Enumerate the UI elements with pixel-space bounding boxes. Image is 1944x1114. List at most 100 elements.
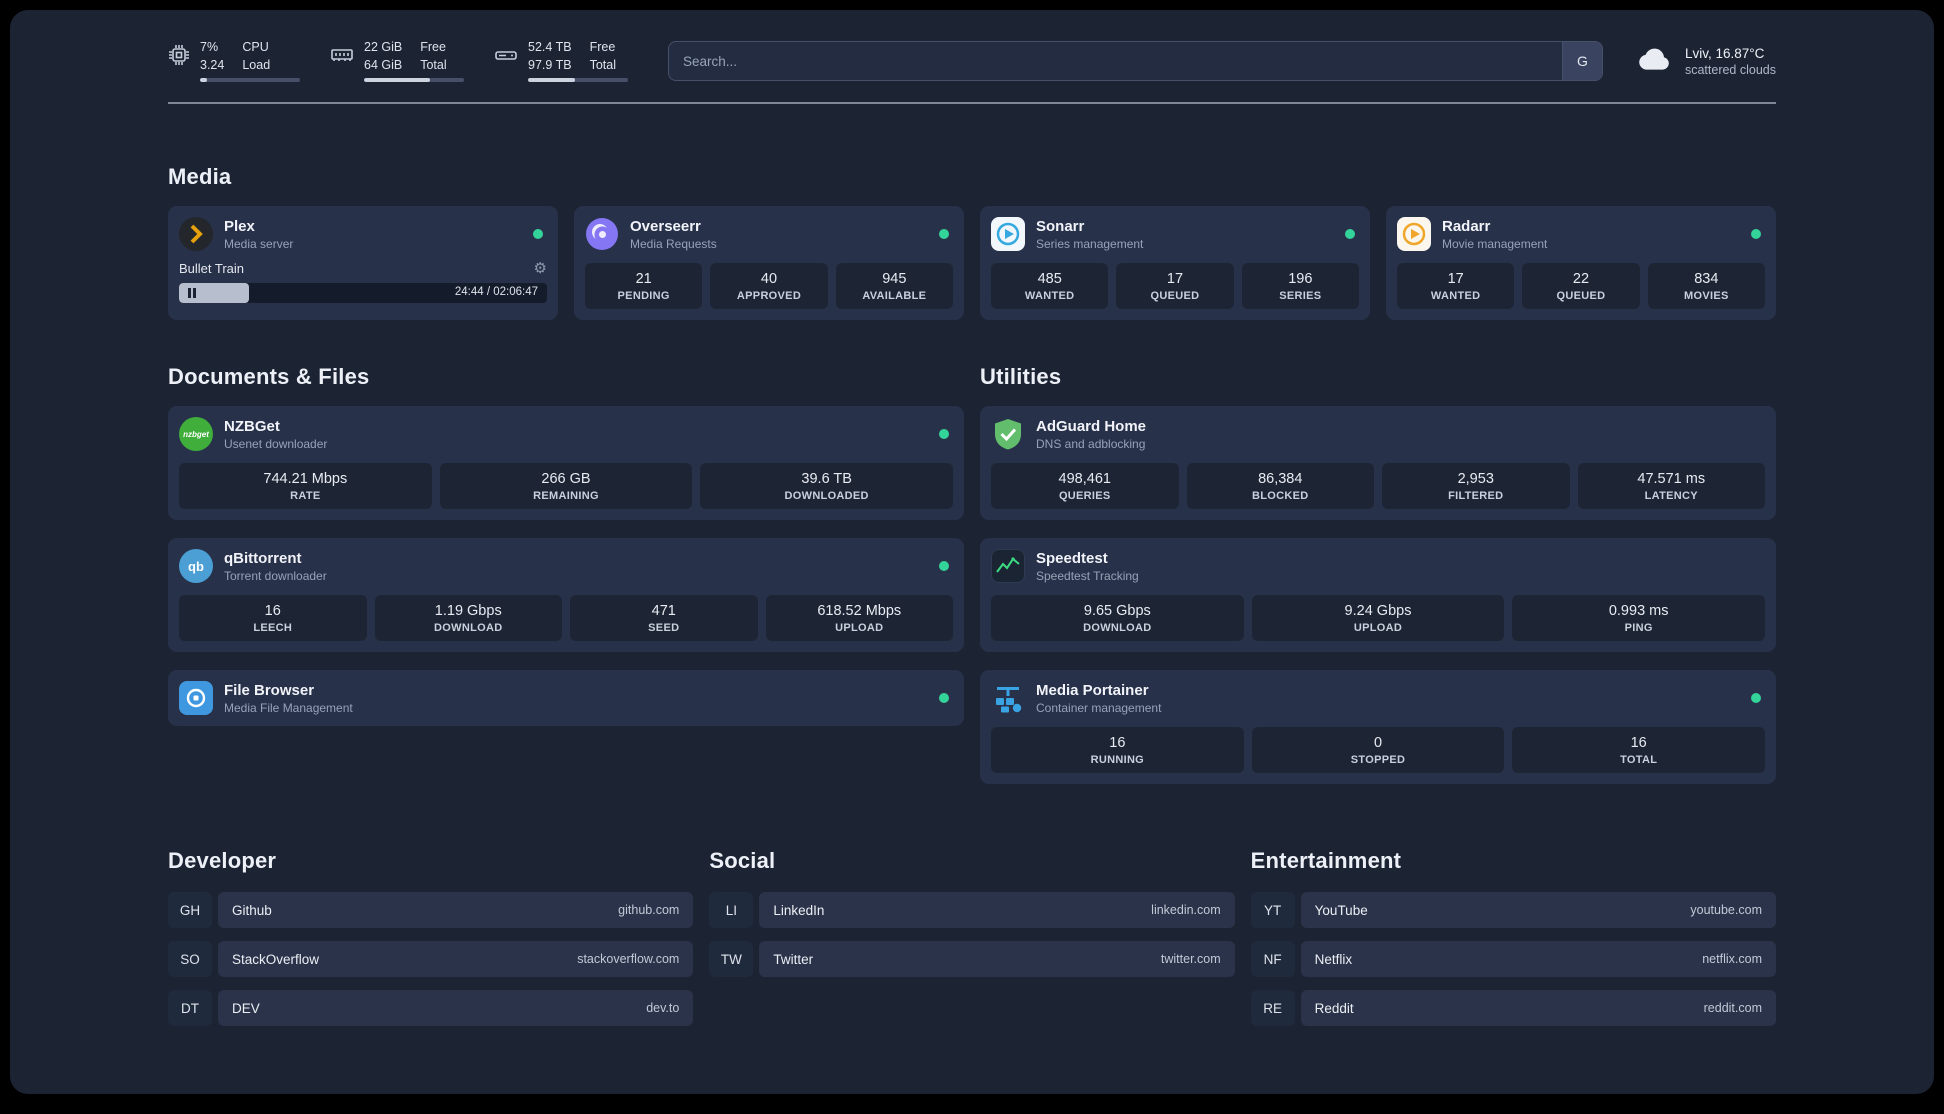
cpu-icon xyxy=(168,44,190,71)
cpu-progress-fill xyxy=(200,78,207,83)
stat-blocked: 86,384 BLOCKED xyxy=(1186,463,1374,510)
qbittorrent-icon: qb xyxy=(179,549,213,584)
status-dot xyxy=(533,229,543,240)
bookmark-abbr: LI xyxy=(709,892,754,929)
service-card-radarr[interactable]: Radarr Movie management 17 WANTED 22 QUE… xyxy=(1386,206,1776,321)
status-dot xyxy=(1345,229,1355,240)
playback-progress-fill xyxy=(179,283,249,304)
status-dot xyxy=(939,229,949,240)
filebrowser-icon xyxy=(179,681,213,716)
service-name: Sonarr xyxy=(1036,217,1085,235)
stat-pending: 21 PENDING xyxy=(585,263,703,310)
disk-widget: 52.4 TB 97.9 TB Free Total xyxy=(494,40,628,83)
bookmark-domain: dev.to xyxy=(646,1001,680,1016)
search-input[interactable] xyxy=(669,42,1562,81)
status-dot xyxy=(939,561,949,572)
ram-progress-fill xyxy=(364,78,430,83)
bookmark-name: Github xyxy=(232,902,272,918)
cpu-label: CPU xyxy=(242,40,269,54)
bookmark-abbr: SO xyxy=(168,941,212,978)
topbar-divider xyxy=(168,102,1776,105)
stat-ping: 0.993 ms PING xyxy=(1512,595,1766,642)
bookmark-linkedin[interactable]: LI LinkedIn linkedin.com xyxy=(709,892,1235,929)
search-provider-button[interactable]: G xyxy=(1561,42,1602,81)
service-card-adguard[interactable]: AdGuard Home DNS and adblocking 498,461 … xyxy=(980,406,1776,521)
service-card-portainer[interactable]: Media Portainer Container management 16 … xyxy=(980,670,1776,785)
bookmark-abbr: RE xyxy=(1250,990,1295,1027)
bookmark-group-entertainment: Entertainment YT YouTube youtube.com NF … xyxy=(1250,848,1776,1027)
service-card-speedtest[interactable]: Speedtest Speedtest Tracking 9.65 Gbps D… xyxy=(980,538,1776,653)
cloud-icon xyxy=(1635,45,1673,78)
service-subtitle: Container management xyxy=(1036,700,1162,715)
section-media: Media Plex Media server Bullet Train xyxy=(168,164,1776,321)
service-card-nzbget[interactable]: nzbget NZBGet Usenet downloader 744.21 M… xyxy=(168,406,964,521)
service-card-filebrowser[interactable]: File Browser Media File Management xyxy=(168,670,964,727)
ram-total-value: 64 GiB xyxy=(364,57,403,72)
bookmark-name: LinkedIn xyxy=(773,902,825,918)
stat-rate: 744.21 Mbps RATE xyxy=(179,463,432,510)
cpu-widget: 7% 3.24 CPU Load xyxy=(168,40,300,83)
playback-time: 24:44 / 02:06:47 xyxy=(454,286,538,299)
bookmark-group-developer: Developer GH Github github.com SO StackO… xyxy=(168,848,694,1027)
weather-condition: scattered clouds xyxy=(1684,62,1776,77)
ram-progress-track xyxy=(364,78,464,83)
service-card-overseerr[interactable]: Overseerr Media Requests 21 PENDING 40 A… xyxy=(574,206,964,321)
service-subtitle: Media server xyxy=(224,236,294,251)
stat-wanted: 485 WANTED xyxy=(991,263,1109,310)
service-name: NZBGet xyxy=(224,417,280,435)
service-name: Media Portainer xyxy=(1036,681,1149,699)
pause-icon[interactable] xyxy=(188,288,196,299)
plex-icon xyxy=(179,217,213,252)
stat-total: 16 TOTAL xyxy=(1512,727,1766,774)
service-card-sonarr[interactable]: Sonarr Series management 485 WANTED 17 Q… xyxy=(980,206,1370,321)
stat-available: 945 AVAILABLE xyxy=(835,263,953,310)
cpu-load-label: Load xyxy=(242,57,271,72)
bookmark-stackoverflow[interactable]: SO StackOverflow stackoverflow.com xyxy=(168,941,694,978)
bookmark-youtube[interactable]: YT YouTube youtube.com xyxy=(1250,892,1776,929)
disk-icon xyxy=(494,44,518,71)
disk-progress-fill xyxy=(528,78,575,83)
service-subtitle: Media File Management xyxy=(224,700,353,715)
bookmark-abbr: NF xyxy=(1250,941,1295,978)
stat-remaining: 266 GB REMAINING xyxy=(439,463,693,510)
section-title-documents: Documents & Files xyxy=(168,364,370,390)
plex-now-playing: Bullet Train ⚙ 24:44 / 02:06:47 xyxy=(179,260,547,304)
status-dot xyxy=(939,693,949,704)
search-box: G xyxy=(668,41,1603,82)
disk-free-value: 52.4 TB xyxy=(528,40,572,54)
stat-leech: 16 LEECH xyxy=(179,595,367,642)
sonarr-icon xyxy=(991,217,1025,252)
ram-widget: 22 GiB 64 GiB Free Total xyxy=(330,40,464,83)
status-dot xyxy=(1751,229,1761,240)
bookmark-reddit[interactable]: RE Reddit reddit.com xyxy=(1250,990,1776,1027)
disk-free-label: Free xyxy=(589,40,616,54)
bookmark-name: Reddit xyxy=(1314,1000,1354,1016)
bookmark-domain: stackoverflow.com xyxy=(577,952,680,967)
section-utilities: Utilities AdGuard Home DNS and a xyxy=(980,364,1776,785)
gear-icon[interactable]: ⚙ xyxy=(533,260,547,278)
speedtest-icon xyxy=(991,549,1025,584)
adguard-icon xyxy=(991,417,1025,451)
overseerr-icon xyxy=(585,217,619,251)
bookmark-twitter[interactable]: TW Twitter twitter.com xyxy=(709,941,1235,978)
radarr-icon xyxy=(1397,217,1431,252)
bookmark-abbr: GH xyxy=(168,892,212,929)
track-title: Bullet Train xyxy=(179,261,245,277)
bookmark-github[interactable]: GH Github github.com xyxy=(168,892,694,929)
bookmark-group-social: Social LI LinkedIn linkedin.com TW Twitt… xyxy=(709,848,1235,1026)
stat-movies: 834 MOVIES xyxy=(1647,263,1765,310)
service-card-plex[interactable]: Plex Media server Bullet Train ⚙ 24:44 /… xyxy=(168,206,558,321)
bookmark-domain: reddit.com xyxy=(1703,1001,1762,1016)
service-name: File Browser xyxy=(224,681,315,699)
stat-download: 9.65 Gbps DOWNLOAD xyxy=(991,595,1244,642)
service-card-qbittorrent[interactable]: qb qBittorrent Torrent downloader 16 LEE… xyxy=(168,538,964,653)
stat-series: 196 SERIES xyxy=(1241,263,1359,310)
service-subtitle: Torrent downloader xyxy=(224,568,327,583)
stat-approved: 40 APPROVED xyxy=(710,263,828,310)
stat-upload: 9.24 Gbps UPLOAD xyxy=(1251,595,1505,642)
bookmark-netflix[interactable]: NF Netflix netflix.com xyxy=(1250,941,1776,978)
service-subtitle: Movie management xyxy=(1442,236,1548,251)
bookmark-dev[interactable]: DT DEV dev.to xyxy=(168,990,694,1027)
stat-downloaded: 39.6 TB DOWNLOADED xyxy=(700,463,954,510)
playback-progress-bar[interactable]: 24:44 / 02:06:47 xyxy=(179,283,547,304)
